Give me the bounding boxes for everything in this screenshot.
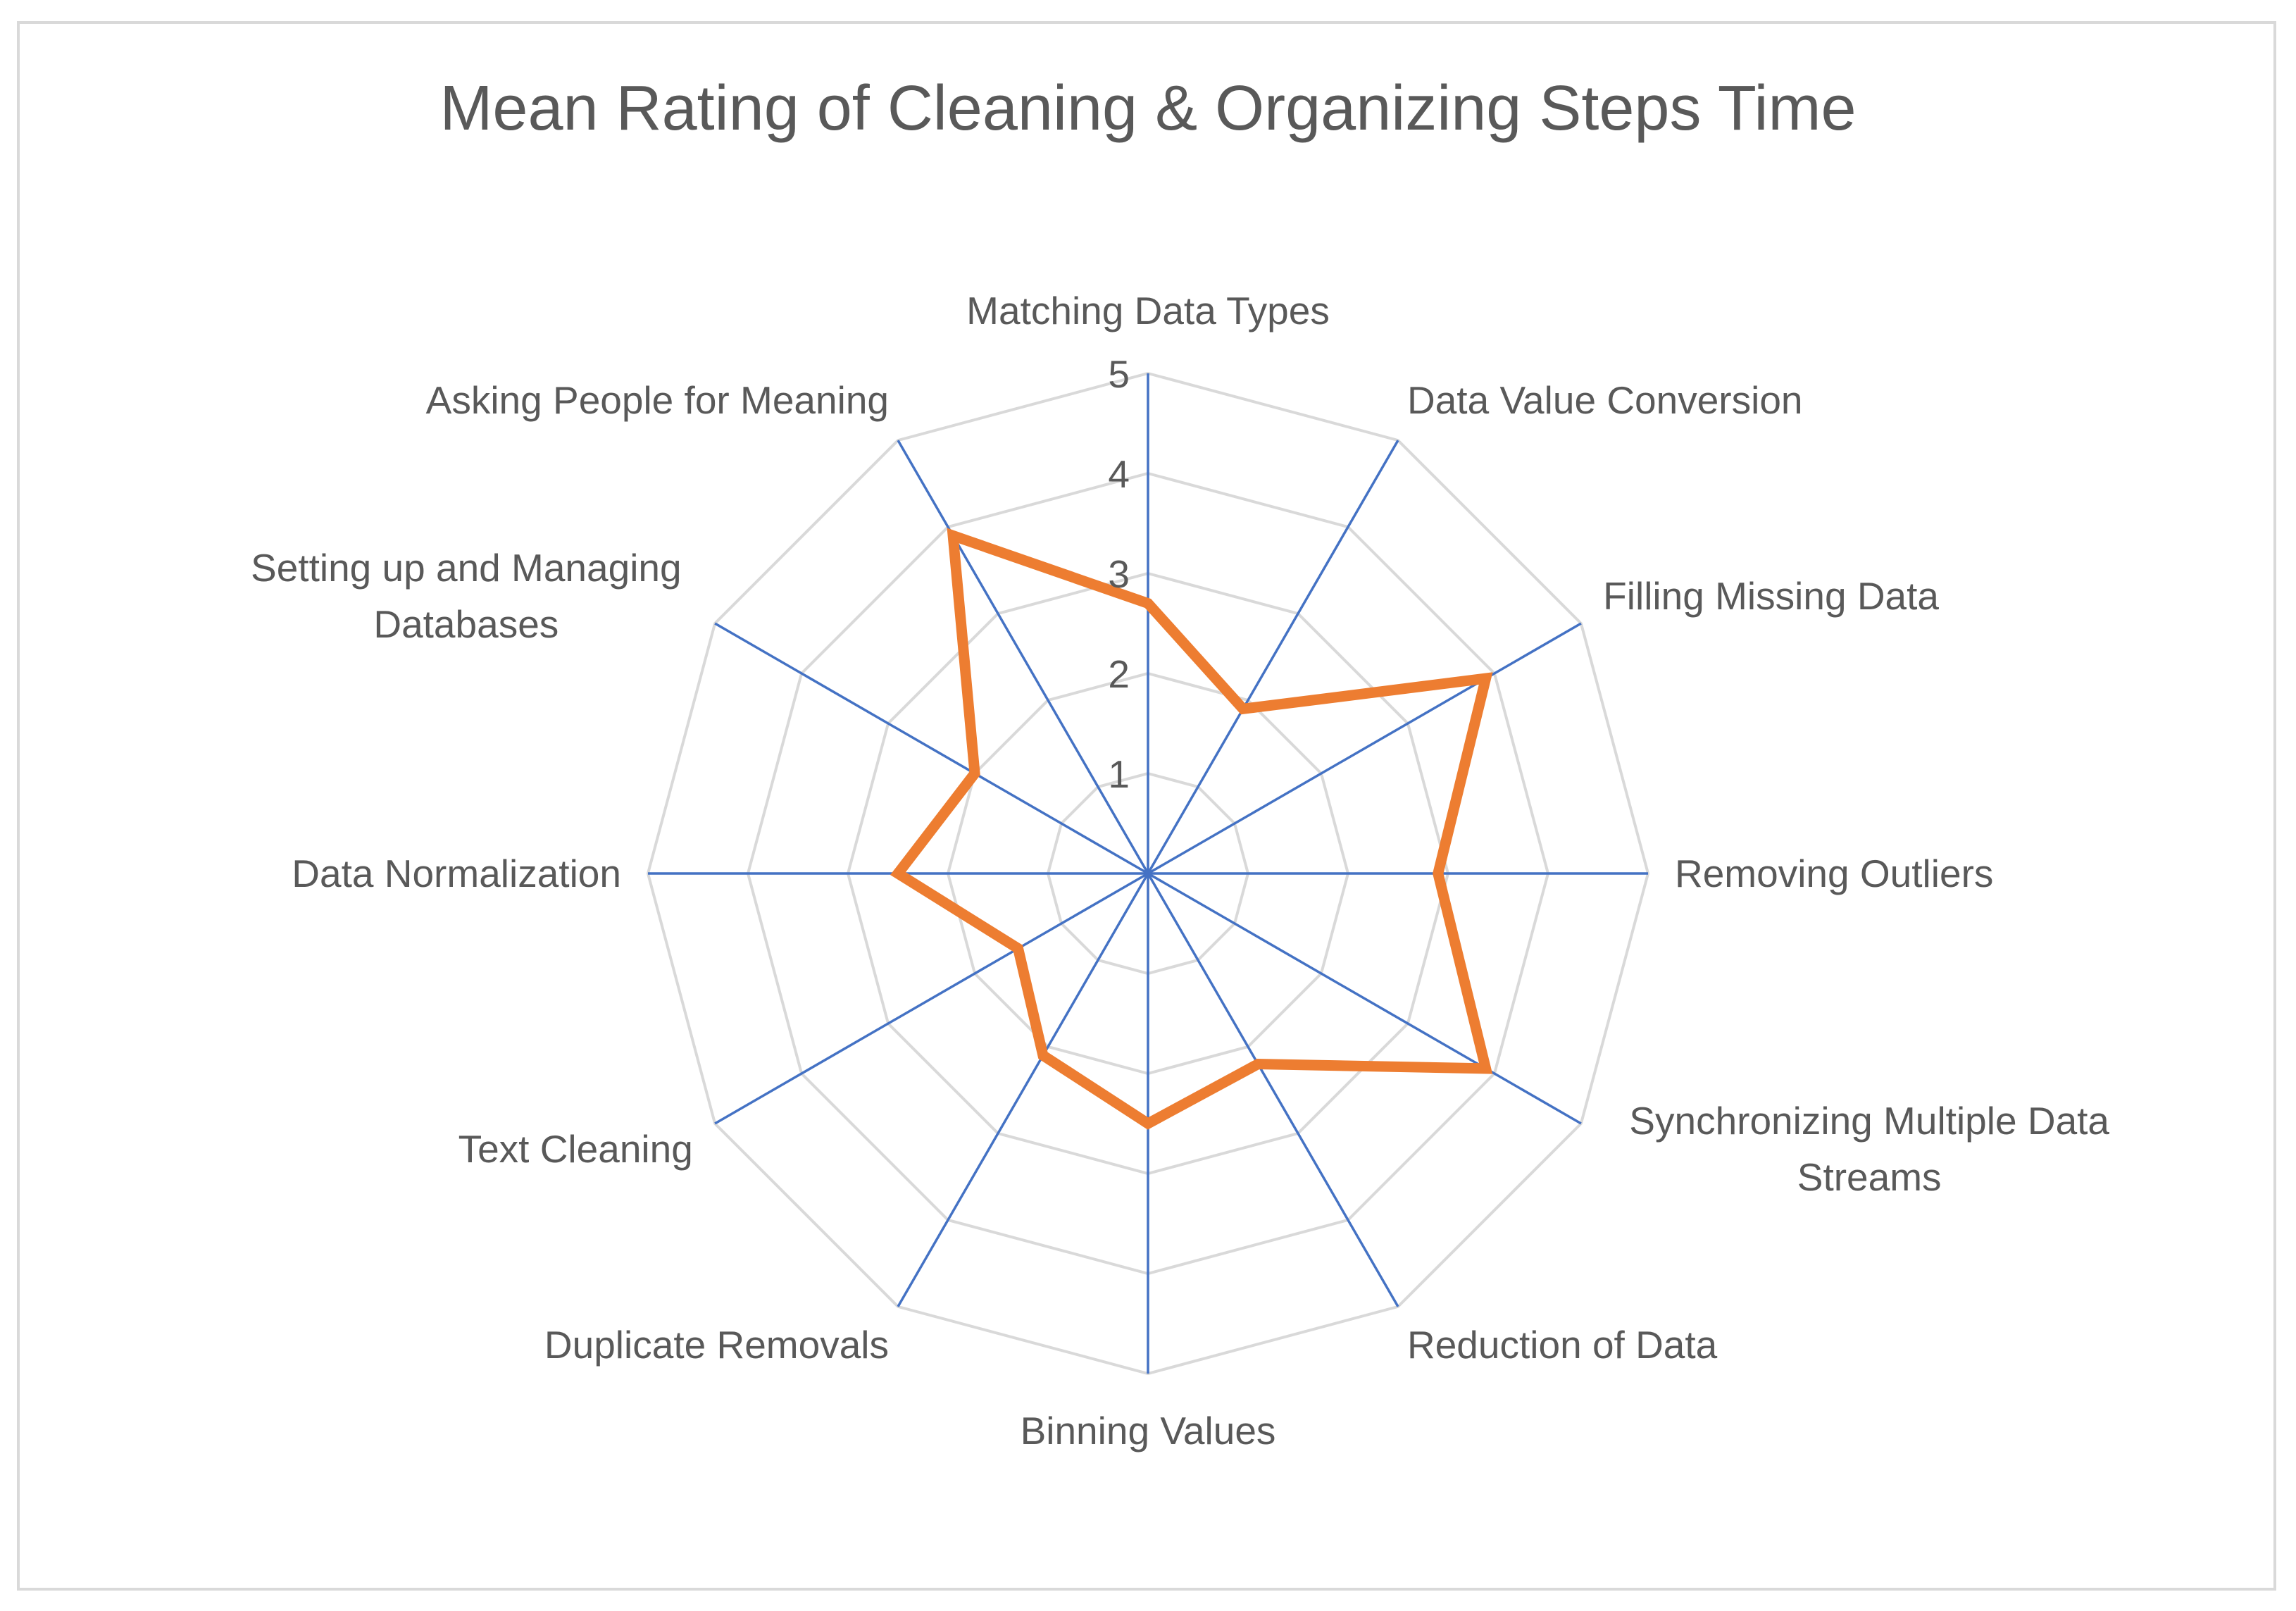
- category-label-line: Filling Missing Data: [1603, 574, 1939, 618]
- axis-spoke: [714, 622, 1149, 875]
- axis-spoke: [714, 872, 1149, 1125]
- tick-labels: 1 2 3 4 5: [1108, 352, 1130, 796]
- category-labels: Matching Data Types Data Value Conversion…: [251, 289, 2109, 1453]
- category-label-line: Streams: [1797, 1155, 1942, 1199]
- category-label-line: Data Value Conversion: [1407, 378, 1803, 422]
- axis-spoke: [897, 873, 1149, 1307]
- tick-label: 5: [1108, 352, 1130, 396]
- chart-title: Mean Rating of Cleaning & Organizing Ste…: [439, 73, 1856, 144]
- chart-frame: [17, 21, 2276, 1591]
- axis-spoke: [1147, 872, 1582, 1125]
- axis-spoke: [1147, 440, 1399, 874]
- series-layer: [890, 528, 1493, 1130]
- tick-label: 1: [1108, 752, 1130, 796]
- tick-label: 2: [1108, 652, 1130, 696]
- category-label-line: Setting up and Managing: [251, 546, 682, 590]
- category-label: Duplicate Removals: [544, 1323, 889, 1367]
- category-label: Binning Values: [1021, 1409, 1276, 1453]
- category-label-line: Matching Data Types: [966, 289, 1330, 332]
- category-label-line: Text Cleaning: [458, 1127, 693, 1171]
- tick-label: 3: [1108, 552, 1130, 596]
- category-label-line: Databases: [373, 602, 559, 646]
- category-label-line: Duplicate Removals: [544, 1323, 889, 1367]
- category-label-line: Data Normalization: [292, 852, 621, 895]
- axis-spokes: [648, 373, 1648, 1374]
- category-label-line: Synchronizing Multiple Data: [1629, 1099, 2109, 1143]
- category-label: Matching Data Types: [966, 289, 1330, 332]
- category-label: Data Normalization: [292, 852, 621, 895]
- category-label-line: Removing Outliers: [1675, 852, 1993, 895]
- category-label: Setting up and Managing Databases: [251, 546, 682, 646]
- axis-spoke: [897, 440, 1149, 874]
- category-label: Reduction of Data: [1407, 1323, 1718, 1367]
- category-label: Text Cleaning: [458, 1127, 693, 1171]
- category-label: Removing Outliers: [1675, 852, 1993, 895]
- category-label: Synchronizing Multiple Data Streams: [1629, 1099, 2109, 1199]
- category-label-line: Asking People for Meaning: [426, 378, 889, 422]
- category-label: Data Value Conversion: [1407, 378, 1803, 422]
- category-label: Filling Missing Data: [1603, 574, 1939, 618]
- axis-spoke: [1147, 622, 1582, 875]
- category-label: Asking People for Meaning: [426, 378, 889, 422]
- tick-label: 4: [1108, 452, 1130, 496]
- category-label-line: Reduction of Data: [1407, 1323, 1718, 1367]
- category-label-line: Binning Values: [1021, 1409, 1276, 1453]
- axis-spoke: [1147, 873, 1399, 1307]
